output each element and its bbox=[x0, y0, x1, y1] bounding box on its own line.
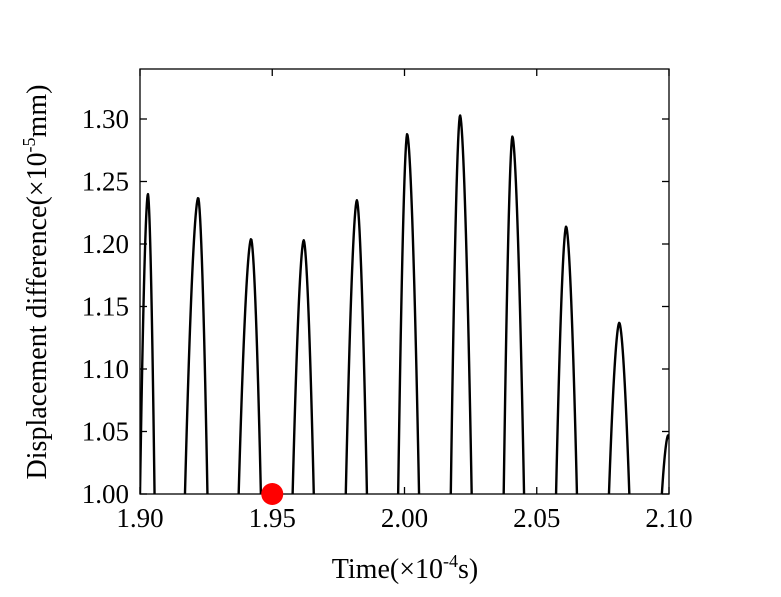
tick-labels: 1.90 1.95 2.00 2.05 2.10 1.00 1.05 1.10 1.15 1.20… bbox=[82, 104, 693, 533]
y-tick-label: 1.05 bbox=[82, 417, 129, 447]
peak-1 bbox=[140, 192, 156, 494]
peak-2 bbox=[183, 197, 209, 494]
peak-11 bbox=[660, 434, 669, 494]
x-tick-label: 2.10 bbox=[645, 503, 692, 533]
x-axis-title: Time(×10-4s) bbox=[332, 551, 478, 585]
peak-4 bbox=[291, 239, 315, 494]
red-marker-dot bbox=[261, 483, 284, 505]
peak-7 bbox=[449, 114, 473, 494]
peak-10 bbox=[607, 321, 631, 494]
x-tick-label: 1.90 bbox=[116, 503, 163, 533]
peak-8 bbox=[502, 135, 526, 494]
x-tick-label: 2.00 bbox=[381, 503, 428, 533]
y-tick-label: 1.00 bbox=[82, 479, 129, 509]
y-tick-label: 1.15 bbox=[82, 292, 129, 322]
y-tick-label: 1.30 bbox=[82, 104, 129, 134]
data-markers bbox=[261, 483, 284, 505]
peak-5 bbox=[344, 199, 369, 494]
peak-9 bbox=[554, 225, 579, 494]
peak-6 bbox=[396, 133, 421, 494]
series-line bbox=[140, 114, 669, 494]
y-tick-label: 1.10 bbox=[82, 354, 129, 384]
y-tick-label: 1.20 bbox=[82, 229, 129, 259]
peak-3 bbox=[237, 238, 263, 494]
x-tick-label: 2.05 bbox=[513, 503, 560, 533]
plot-frame bbox=[139, 68, 670, 495]
y-axis-title: Displacement difference(×10-5mm) bbox=[19, 85, 53, 480]
x-tick-label: 1.95 bbox=[249, 503, 296, 533]
y-tick-label: 1.25 bbox=[82, 167, 129, 197]
axis-ticks bbox=[139, 69, 670, 495]
